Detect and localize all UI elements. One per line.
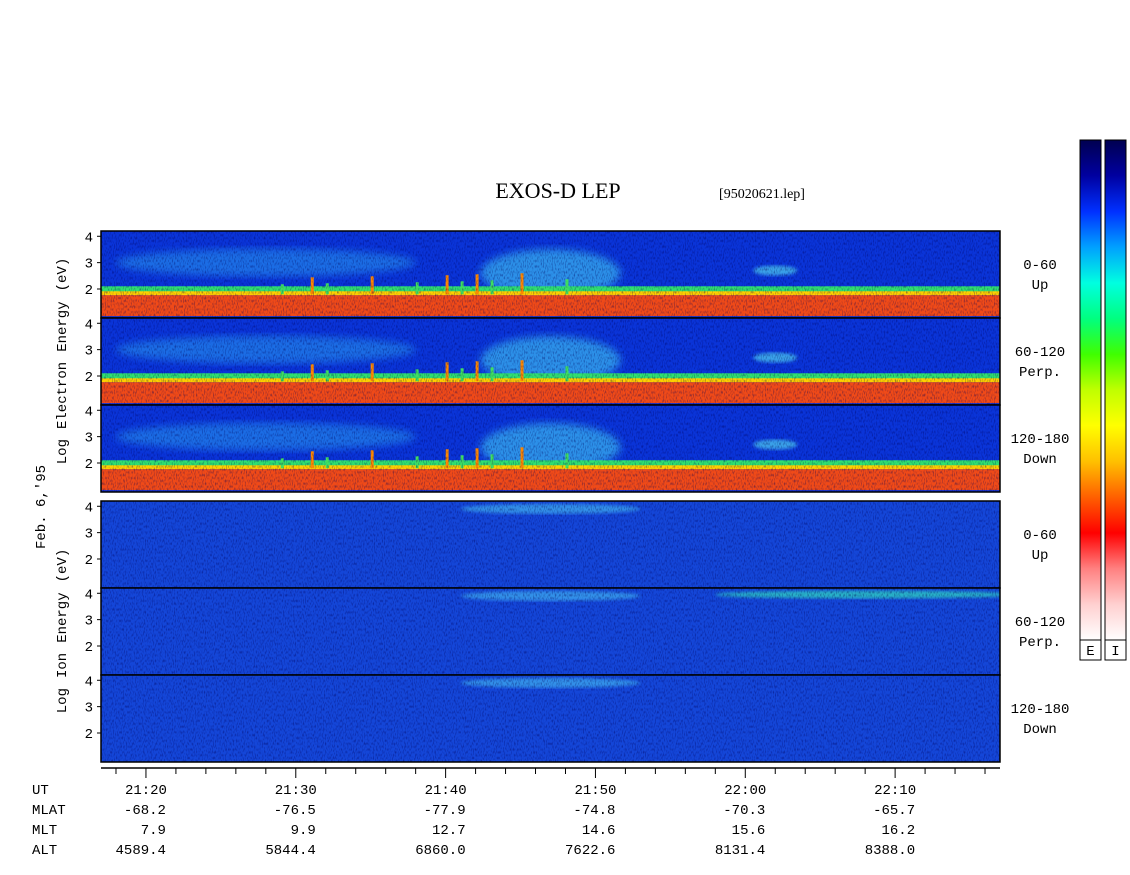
direction-label: Perp.	[1019, 635, 1061, 651]
colorbar-e	[1079, 139, 1102, 641]
panel-electron-0-60: 4 3 2 0-60 Up	[85, 230, 1057, 319]
ut-tick-label: 21:30	[275, 783, 317, 799]
y-axis-label-part: Log	[55, 688, 71, 713]
y-tick-label: 3	[85, 257, 93, 273]
colorbar-label: E	[1086, 644, 1094, 660]
y-axis-label-ion: Log Ion Energy (eV)	[55, 549, 71, 713]
spectrogram-panels: 4 3 2 0-60 Up 4 3 2 60-120 Perp. 4 3 2 120-180 Down 4 3 2…	[85, 230, 1070, 763]
file-label: [95020621.lep]	[719, 187, 805, 202]
direction-label: Down	[1023, 452, 1057, 468]
ephemeris-value: -74.8	[573, 803, 615, 819]
pitch-angle-label: 120-180	[1011, 702, 1070, 718]
ephemeris-value: -65.7	[873, 803, 915, 819]
colorbar-label: I	[1111, 644, 1119, 660]
y-tick-label: 4	[85, 674, 93, 690]
panel-electron-120-180: 4 3 2 120-180 Down	[85, 404, 1070, 493]
y-axis-labels: Log Electron Energy (eV) Log Ion Energy (eV)	[55, 258, 71, 713]
y-tick-label: 4	[85, 317, 93, 333]
pitch-angle-label: 0-60	[1023, 258, 1057, 274]
panel-noise	[101, 588, 1000, 675]
ephemeris-row-name: ALT	[32, 843, 57, 859]
ephemeris-value: 15.6	[732, 823, 766, 839]
direction-label: Down	[1023, 722, 1057, 738]
ut-tick-label: 22:00	[724, 783, 766, 799]
y-tick-label: 2	[85, 553, 93, 569]
colorbar-label-box	[1079, 639, 1102, 661]
y-tick-label: 3	[85, 527, 93, 543]
ephemeris-value: 4589.4	[116, 843, 166, 859]
panel-frame	[100, 404, 1001, 493]
y-tick-label: 4	[85, 500, 93, 516]
y-axis-label-part: Log	[55, 439, 71, 464]
y-tick-label: 2	[85, 640, 93, 656]
ephemeris-value: -68.2	[124, 803, 166, 819]
ephemeris-value: 8131.4	[715, 843, 765, 859]
panel-electron-60-120: 4 3 2 60-120 Perp.	[85, 317, 1065, 406]
y-axis-label-part: (eV)	[55, 549, 71, 583]
ephemeris-value: 8388.0	[865, 843, 915, 859]
y-tick-label: 3	[85, 431, 93, 447]
y-axis-label-part: (eV)	[55, 258, 71, 292]
panel-frame	[100, 674, 1001, 763]
colorbar-i	[1104, 139, 1127, 641]
direction-label: Up	[1032, 278, 1049, 294]
date-label: Feb. 6,'95	[34, 465, 50, 549]
y-tick-label: 4	[85, 404, 93, 420]
ephemeris-value: 14.6	[582, 823, 616, 839]
direction-label: Perp.	[1019, 365, 1061, 381]
y-axis-label-electron: Log Electron Energy (eV)	[55, 258, 71, 464]
pitch-angle-label: 60-120	[1015, 615, 1065, 631]
pitch-angle-label: 60-120	[1015, 345, 1065, 361]
direction-label: Up	[1032, 548, 1049, 564]
pitch-angle-label: 120-180	[1011, 432, 1070, 448]
ephemeris-value: 16.2	[882, 823, 916, 839]
ephemeris-value: 6860.0	[415, 843, 465, 859]
y-tick-label: 2	[85, 370, 93, 386]
figure-title: EXOS-D LEP	[495, 178, 620, 203]
ephemeris-row-name: MLAT	[32, 803, 66, 819]
ut-tick-label: 21:50	[574, 783, 616, 799]
y-tick-label: 3	[85, 344, 93, 360]
panel-noise	[101, 501, 1000, 588]
ut-tick-label: 22:10	[874, 783, 916, 799]
colorbar-label-box	[1104, 639, 1127, 661]
y-axis-label-part: Electron	[55, 362, 71, 429]
y-axis-label-part: Energy	[55, 592, 71, 642]
y-axis-label-part: Ion	[55, 653, 71, 678]
y-tick-label: 3	[85, 614, 93, 630]
panel-ion-60-120: 4 3 2 60-120 Perp.	[85, 587, 1065, 676]
panel-noise	[101, 675, 1000, 762]
y-tick-label: 4	[85, 230, 93, 246]
ephemeris-value: 7.9	[141, 823, 166, 839]
ephemeris-value: -76.5	[274, 803, 316, 819]
pitch-angle-label: 0-60	[1023, 528, 1057, 544]
panel-noise	[101, 318, 1000, 405]
y-tick-label: 4	[85, 587, 93, 603]
ephemeris-row-name: MLT	[32, 823, 57, 839]
y-tick-label: 3	[85, 701, 93, 717]
ut-tick-label: 21:40	[425, 783, 467, 799]
ephemeris-value: -77.9	[424, 803, 466, 819]
ephemeris-table: UT 21:20 21:30 21:40 21:50 22:00 22:10 MLAT -68.…	[32, 783, 916, 859]
ephemeris-row-name: UT	[32, 783, 49, 799]
y-tick-label: 2	[85, 727, 93, 743]
y-axis-label-part: Energy	[55, 301, 71, 351]
ephemeris-value: 9.9	[291, 823, 316, 839]
panel-ion-0-60: 4 3 2 0-60 Up	[85, 500, 1057, 589]
panel-noise	[101, 405, 1000, 492]
ephemeris-value: 5844.4	[265, 843, 315, 859]
ephemeris-value: 7622.6	[565, 843, 615, 859]
ut-tick-label: 21:20	[125, 783, 167, 799]
time-axis	[101, 767, 1000, 778]
y-tick-label: 2	[85, 457, 93, 473]
panel-ion-120-180: 4 3 2 120-180 Down	[85, 674, 1070, 763]
ephemeris-value: -70.3	[723, 803, 765, 819]
y-tick-label: 2	[85, 283, 93, 299]
ephemeris-value: 12.7	[432, 823, 466, 839]
panel-noise	[101, 231, 1000, 318]
